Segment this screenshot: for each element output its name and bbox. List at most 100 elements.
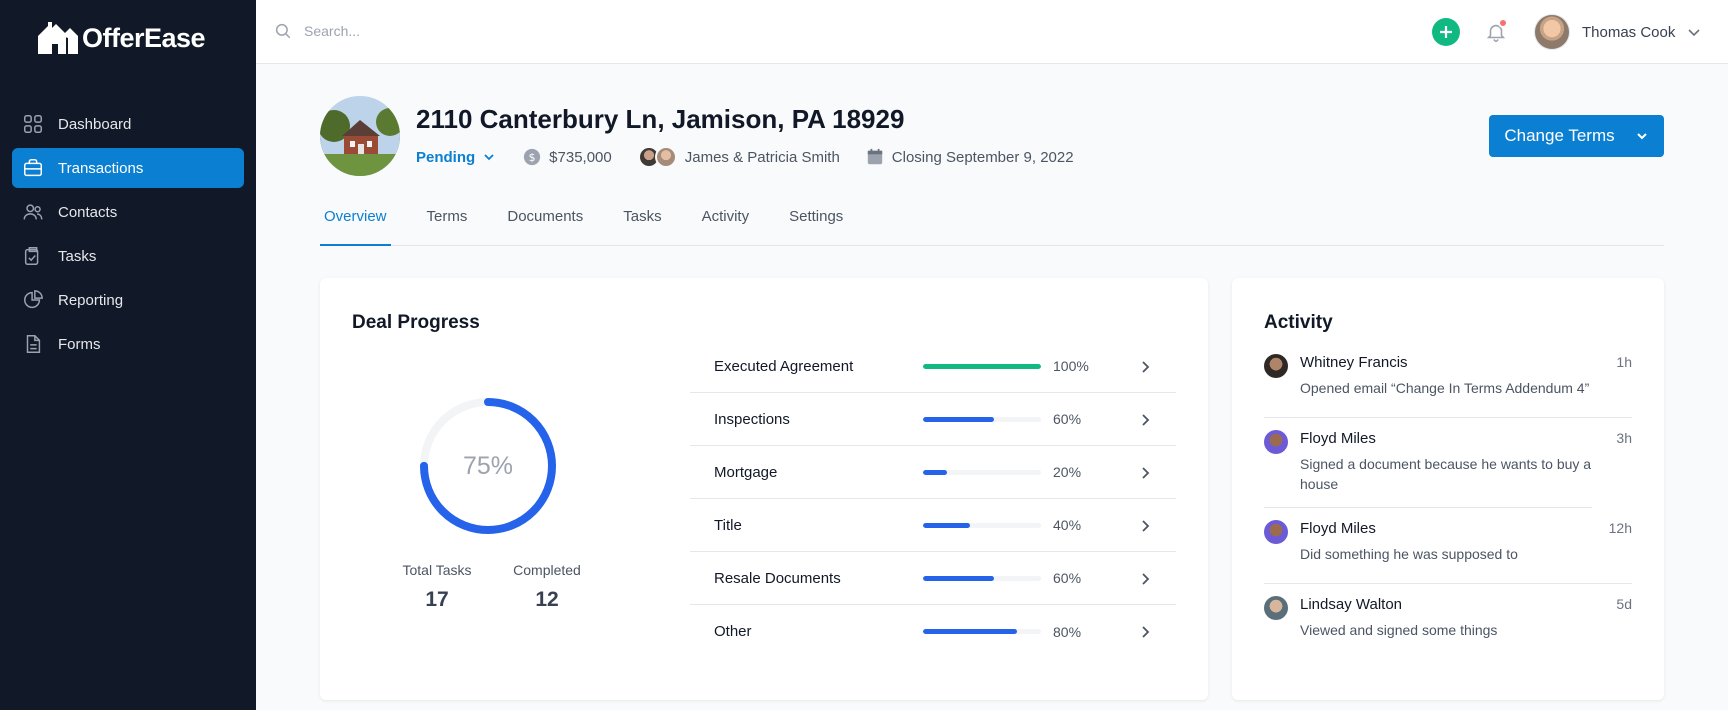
chevron-right-icon[interactable] bbox=[1138, 360, 1152, 374]
search-input[interactable] bbox=[304, 23, 704, 39]
sidebar-item-tasks[interactable]: Tasks bbox=[12, 236, 244, 276]
sidebar-item-transactions[interactable]: Transactions bbox=[12, 148, 244, 188]
sidebar-item-label: Dashboard bbox=[58, 115, 132, 133]
activity-user: Floyd Miles bbox=[1300, 430, 1376, 447]
buyers-item: James & Patricia Smith bbox=[637, 146, 840, 168]
progress-list: Executed Agreement 100% Inspections 60% … bbox=[690, 340, 1176, 658]
card-title: Activity bbox=[1264, 312, 1333, 333]
chevron-right-icon[interactable] bbox=[1138, 519, 1152, 533]
activity-item[interactable]: Whitney Francis 1h Opened email “Change … bbox=[1264, 354, 1632, 418]
dollar-icon: $ bbox=[524, 148, 541, 166]
status-dropdown[interactable]: Pending bbox=[416, 149, 495, 166]
change-terms-label: Change Terms bbox=[1504, 126, 1615, 145]
grid-icon bbox=[24, 115, 42, 133]
progress-ring-fill bbox=[420, 398, 556, 534]
progress-name: Title bbox=[714, 516, 742, 534]
buyers: James & Patricia Smith bbox=[684, 148, 840, 166]
progress-percent: 60% bbox=[1053, 570, 1082, 586]
activity-item[interactable]: Floyd Miles 12h Did something he was sup… bbox=[1264, 520, 1632, 584]
progress-row[interactable]: Executed Agreement 100% bbox=[690, 340, 1176, 393]
activity-time: 12h bbox=[1608, 520, 1632, 536]
user-name: Thomas Cook bbox=[1582, 23, 1676, 41]
progress-bar bbox=[923, 522, 1041, 528]
tab-activity[interactable]: Activity bbox=[701, 208, 750, 225]
completed-stat: Completed 12 bbox=[502, 562, 592, 612]
chevron-right-icon[interactable] bbox=[1138, 413, 1152, 427]
deal-progress-card: Deal Progress 75% Total Tasks 17 Complet… bbox=[320, 278, 1208, 700]
sidebar-item-label: Transactions bbox=[58, 159, 144, 177]
progress-name: Executed Agreement bbox=[714, 357, 854, 375]
property-meta: Pending $ $735,000 James & Patricia Smit… bbox=[416, 146, 1100, 168]
house-photo-icon bbox=[320, 96, 400, 176]
activity-text: Did something he was supposed to bbox=[1300, 546, 1518, 562]
sidebar-item-dashboard[interactable]: Dashboard bbox=[12, 104, 244, 144]
add-button[interactable] bbox=[1432, 18, 1460, 46]
progress-bar bbox=[923, 416, 1041, 422]
sidebar-item-reporting[interactable]: Reporting bbox=[12, 280, 244, 320]
avatar bbox=[654, 146, 677, 168]
progress-ring bbox=[420, 398, 556, 534]
avatar bbox=[1534, 14, 1570, 50]
stat-label: Total Tasks bbox=[402, 562, 472, 578]
closing-date: Closing September 9, 2022 bbox=[891, 148, 1074, 166]
progress-percent: 40% bbox=[1053, 517, 1082, 533]
search-icon bbox=[275, 23, 291, 39]
sidebar-item-label: Forms bbox=[58, 335, 101, 353]
notifications-button[interactable] bbox=[1482, 18, 1510, 46]
users-icon bbox=[23, 204, 43, 220]
progress-bar-fill bbox=[923, 522, 971, 528]
document-icon bbox=[26, 335, 41, 353]
activity-user: Lindsay Walton bbox=[1300, 596, 1402, 613]
chevron-right-icon[interactable] bbox=[1138, 466, 1152, 480]
progress-row[interactable]: Title 40% bbox=[690, 499, 1176, 552]
svg-text:$: $ bbox=[529, 151, 536, 164]
activity-text: Viewed and signed some things bbox=[1300, 622, 1498, 638]
progress-name: Resale Documents bbox=[714, 569, 841, 587]
activity-item[interactable]: Floyd Miles 3h Signed a document because… bbox=[1264, 430, 1632, 508]
progress-bar-fill bbox=[923, 469, 947, 475]
activity-text: Opened email “Change In Terms Addendum 4… bbox=[1300, 380, 1590, 396]
progress-bar-fill bbox=[923, 575, 994, 581]
pie-chart-icon bbox=[24, 290, 43, 309]
tab-documents[interactable]: Documents bbox=[507, 208, 584, 225]
progress-percent: 60% bbox=[1053, 411, 1082, 427]
activity-time: 1h bbox=[1616, 354, 1632, 370]
chevron-down-icon bbox=[1636, 133, 1647, 140]
app-logo[interactable]: OfferEase bbox=[38, 22, 206, 54]
activity-user: Floyd Miles bbox=[1300, 520, 1376, 537]
chevron-right-icon[interactable] bbox=[1138, 572, 1152, 586]
tab-bar: Overview Terms Documents Tasks Activity … bbox=[320, 204, 1664, 246]
stat-value: 12 bbox=[535, 588, 559, 611]
progress-row[interactable]: Resale Documents 60% bbox=[690, 552, 1176, 605]
avatar bbox=[1264, 520, 1288, 544]
briefcase-icon bbox=[24, 159, 42, 177]
house-logo-icon bbox=[38, 22, 78, 54]
tab-terms[interactable]: Terms bbox=[426, 208, 468, 225]
avatar bbox=[1264, 354, 1288, 378]
progress-bar bbox=[923, 363, 1041, 369]
tab-overview[interactable]: Overview bbox=[320, 204, 391, 246]
chevron-right-icon[interactable] bbox=[1138, 625, 1152, 639]
progress-percent: 100% bbox=[1053, 358, 1089, 374]
progress-row[interactable]: Mortgage 20% bbox=[690, 446, 1176, 499]
tab-tasks[interactable]: Tasks bbox=[623, 208, 662, 225]
progress-name: Inspections bbox=[714, 410, 790, 428]
progress-bar bbox=[923, 629, 1041, 634]
price-item: $ $735,000 bbox=[523, 148, 612, 166]
progress-name: Mortgage bbox=[714, 463, 778, 481]
tab-settings[interactable]: Settings bbox=[789, 208, 844, 225]
progress-row[interactable]: Inspections 60% bbox=[690, 393, 1176, 446]
sidebar-item-forms[interactable]: Forms bbox=[12, 324, 244, 364]
property-address: 2110 Canterbury Ln, Jamison, PA 18929 bbox=[416, 104, 905, 134]
progress-bar bbox=[923, 575, 1041, 581]
sidebar-item-contacts[interactable]: Contacts bbox=[12, 192, 244, 232]
activity-item[interactable]: Lindsay Walton 5d Viewed and signed some… bbox=[1264, 596, 1632, 660]
progress-row[interactable]: Other 80% bbox=[690, 605, 1176, 658]
activity-text: Signed a document because he wants to bu… bbox=[1300, 456, 1592, 492]
change-terms-button[interactable]: Change Terms bbox=[1489, 115, 1664, 157]
sidebar-item-label: Contacts bbox=[58, 203, 118, 221]
avatar bbox=[1264, 596, 1288, 620]
sidebar: OfferEase Dashboard Transactions Contact… bbox=[0, 0, 256, 710]
user-menu[interactable]: Thomas Cook bbox=[1534, 14, 1701, 50]
chevron-down-icon bbox=[484, 154, 494, 161]
